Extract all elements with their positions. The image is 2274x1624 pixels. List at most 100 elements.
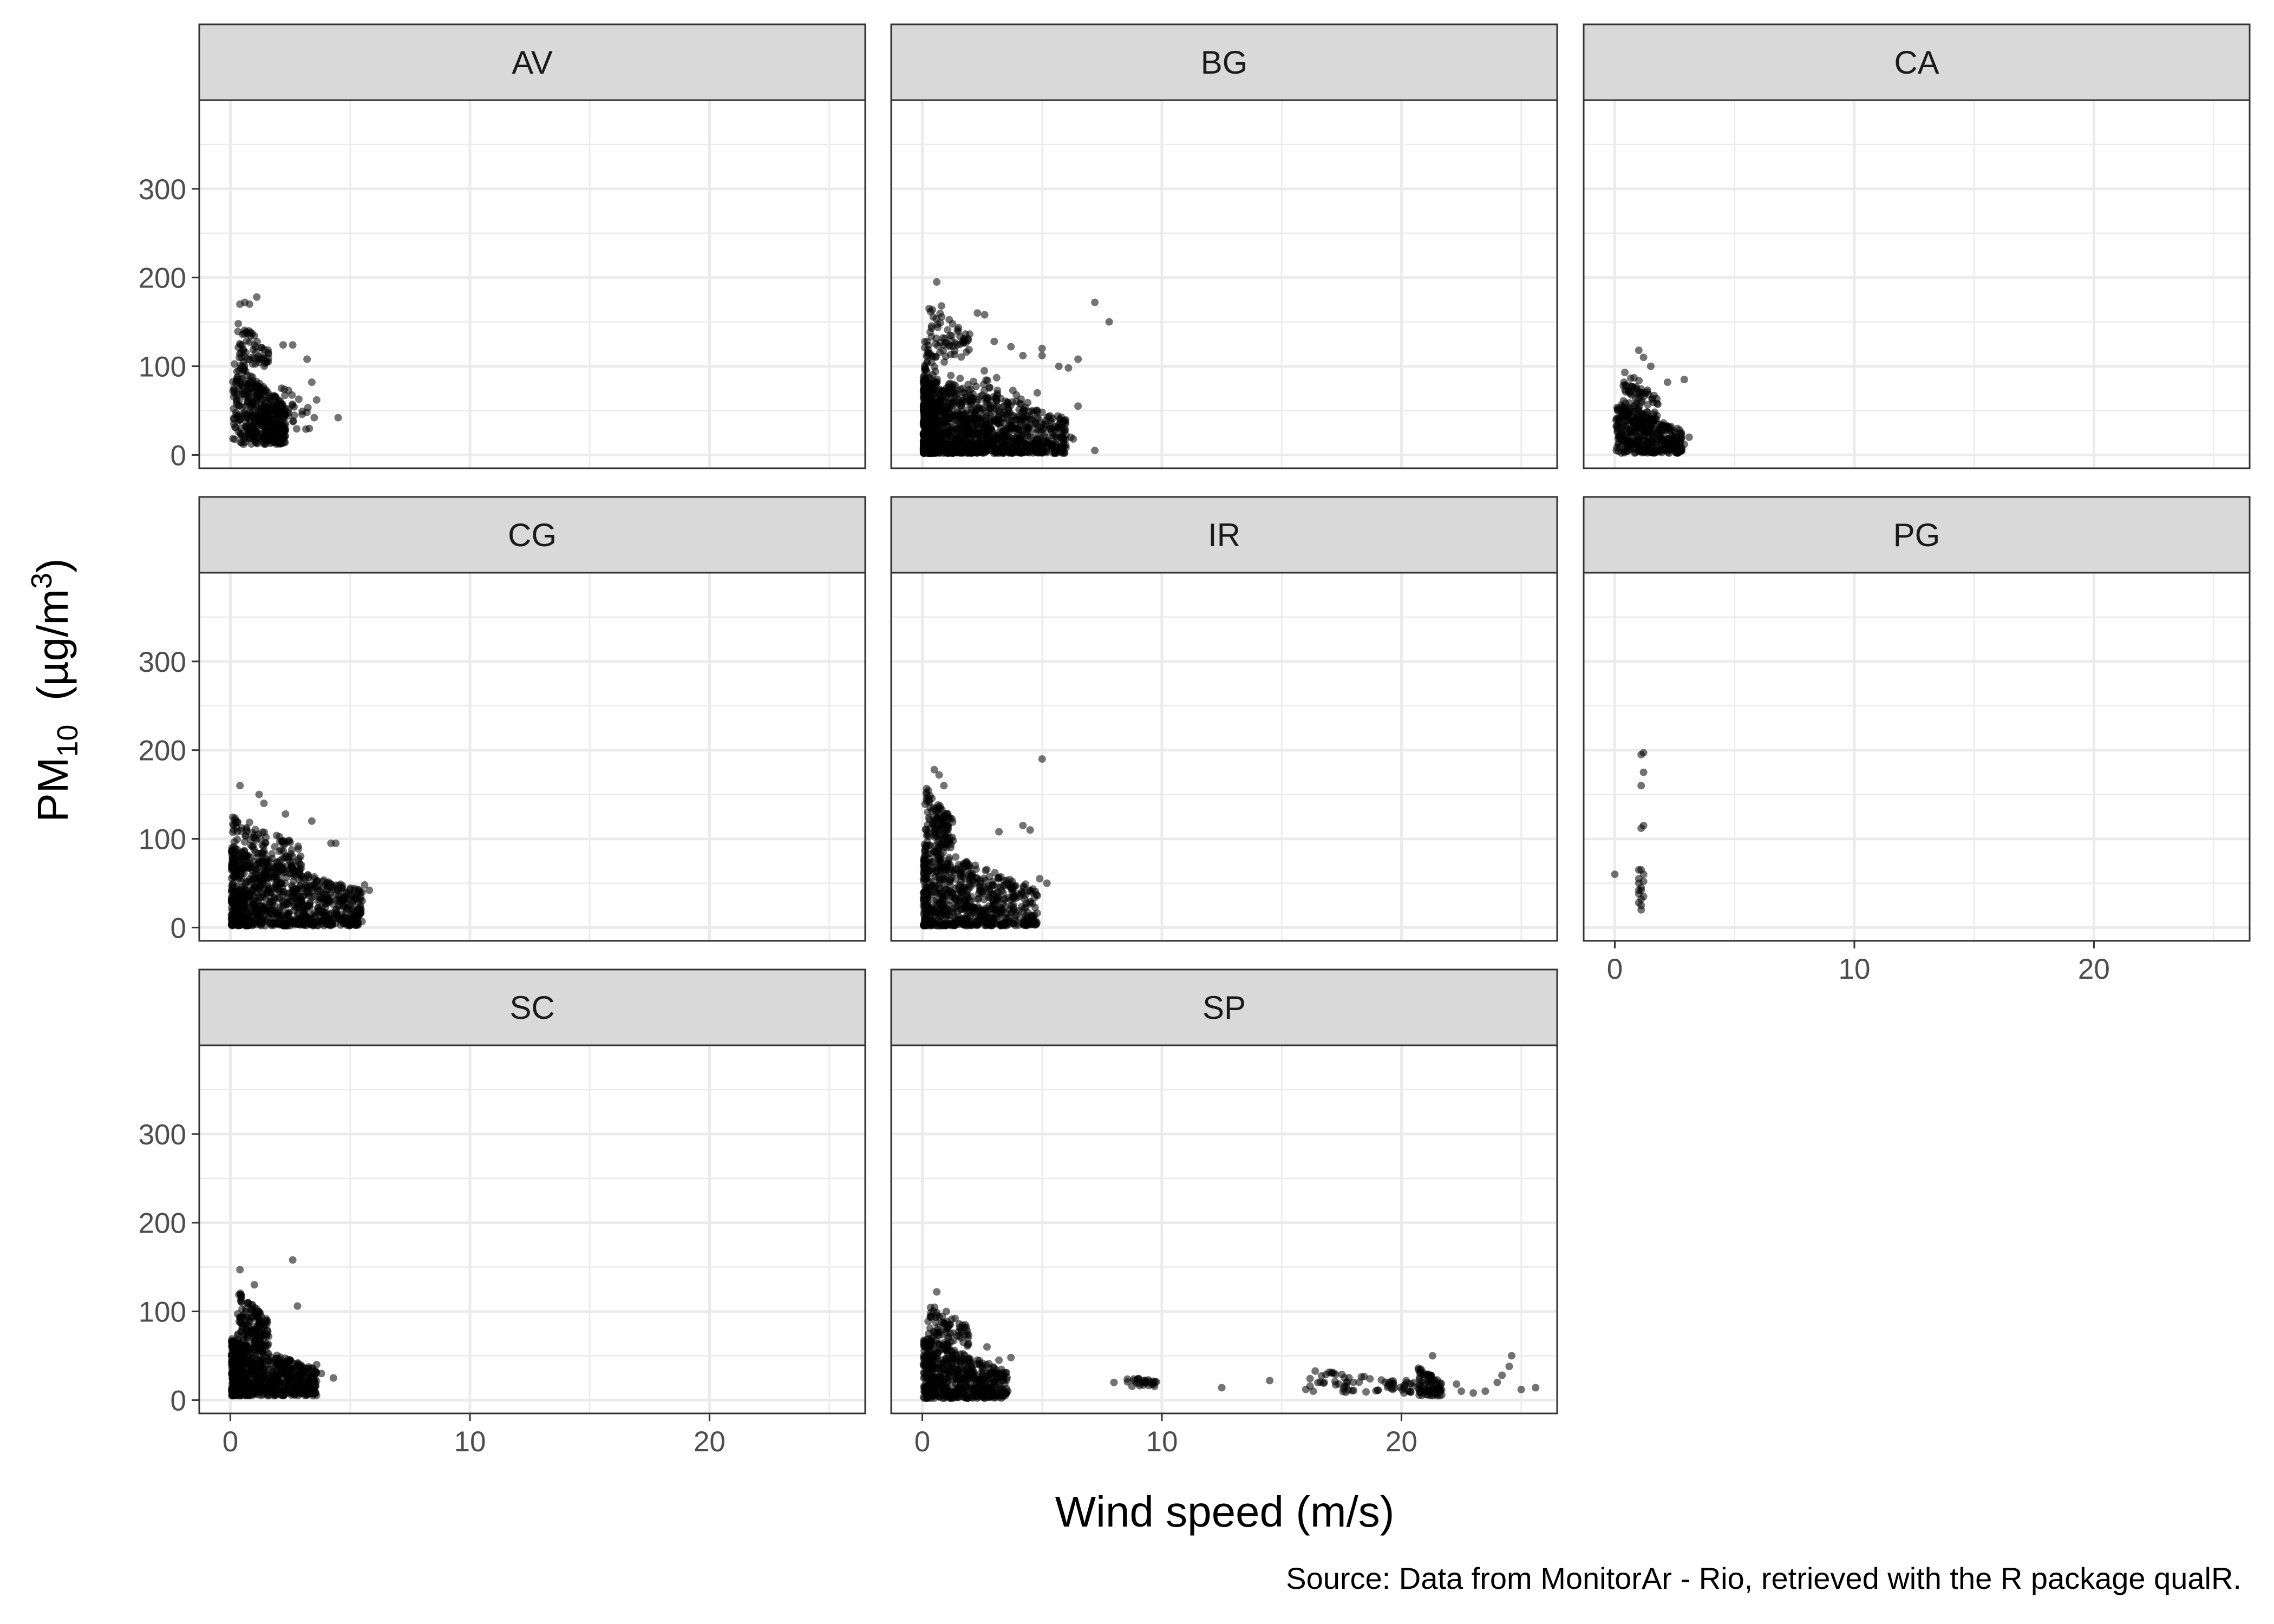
data-point: [247, 332, 255, 339]
data-point: [322, 881, 330, 889]
data-point: [978, 888, 986, 896]
data-point: [234, 320, 243, 328]
data-point: [280, 385, 289, 393]
data-point: [236, 340, 244, 348]
data-point: [1040, 438, 1048, 446]
data-point: [338, 894, 347, 902]
data-point: [266, 888, 274, 896]
data-point: [297, 861, 305, 869]
data-point: [252, 428, 260, 436]
data-point: [973, 309, 982, 317]
data-point: [316, 896, 324, 904]
data-point: [1635, 886, 1643, 894]
data-point: [1639, 822, 1648, 829]
data-point: [1024, 423, 1032, 431]
data-point: [1635, 377, 1643, 385]
data-point: [1038, 351, 1046, 359]
data-point: [1639, 353, 1648, 362]
data-point: [921, 375, 929, 383]
data-point: [245, 338, 253, 346]
data-point: [253, 293, 261, 301]
y-tick-label: 300: [139, 174, 186, 206]
data-point: [995, 420, 1003, 428]
data-point: [951, 445, 959, 453]
data-point: [258, 828, 266, 836]
data-point: [1003, 915, 1011, 922]
data-point: [938, 824, 946, 833]
data-point: [297, 852, 305, 860]
data-point: [1030, 894, 1038, 902]
data-point: [1612, 447, 1620, 455]
data-point: [979, 906, 988, 914]
data-point: [926, 449, 935, 457]
strip-label-ca: CA: [1894, 44, 1939, 81]
data-point: [1665, 435, 1674, 443]
data-point: [1639, 893, 1648, 901]
data-point: [272, 920, 280, 928]
data-point: [295, 395, 303, 403]
data-point: [241, 438, 249, 446]
data-point: [264, 358, 272, 366]
data-point: [1064, 364, 1073, 372]
data-point: [254, 407, 263, 415]
data-point: [281, 869, 289, 876]
data-point: [1611, 870, 1619, 879]
data-point: [961, 875, 969, 883]
data-point: [1637, 782, 1645, 790]
strip-label-sc: SC: [509, 990, 554, 1026]
data-point: [268, 850, 276, 858]
data-point: [249, 409, 257, 417]
data-point: [250, 354, 258, 362]
data-point: [1032, 425, 1040, 433]
data-point: [308, 378, 316, 387]
data-point: [930, 833, 938, 841]
data-point: [925, 798, 933, 806]
data-point: [310, 414, 318, 422]
data-point: [1620, 432, 1629, 440]
data-point: [921, 865, 929, 873]
data-point: [935, 771, 943, 779]
data-point: [1627, 424, 1635, 432]
data-point: [1000, 877, 1008, 885]
data-point: [971, 405, 979, 413]
data-point: [929, 377, 937, 385]
data-point: [1026, 826, 1034, 834]
data-point: [302, 882, 310, 889]
data-point: [245, 300, 253, 308]
data-point: [1019, 351, 1027, 359]
data-point: [1024, 398, 1032, 407]
data-point: [344, 904, 352, 912]
data-point: [940, 782, 948, 790]
data-point: [229, 435, 237, 443]
data-point: [279, 428, 287, 436]
data-point: [1635, 346, 1643, 355]
data-point: [1631, 449, 1638, 457]
data-point: [936, 397, 944, 405]
data-point: [920, 895, 928, 903]
data-point: [1033, 448, 1041, 456]
data-point: [933, 278, 941, 286]
data-point: [255, 392, 263, 401]
data-point: [289, 341, 297, 349]
data-point: [990, 434, 998, 442]
panel-border-av: [198, 99, 866, 469]
data-point: [337, 921, 345, 929]
data-point: [335, 902, 343, 910]
data-point: [1623, 447, 1631, 455]
data-point: [260, 800, 268, 807]
data-point: [937, 302, 945, 310]
data-point: [937, 912, 945, 920]
data-point: [976, 392, 984, 401]
data-point: [1020, 882, 1028, 890]
panel-ir: IR: [890, 496, 1558, 942]
data-point: [981, 311, 989, 319]
data-point: [927, 322, 936, 330]
data-point: [1038, 755, 1046, 763]
data-point: [259, 384, 267, 392]
data-point: [237, 919, 245, 927]
data-point: [250, 834, 258, 842]
data-point: [958, 408, 966, 416]
y-axis-title: PM10 (µg/m3): [25, 558, 84, 822]
data-point: [1004, 423, 1012, 431]
